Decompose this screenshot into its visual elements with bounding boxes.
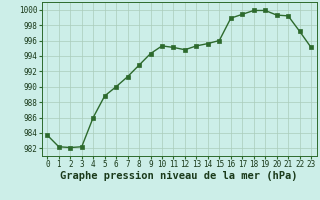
X-axis label: Graphe pression niveau de la mer (hPa): Graphe pression niveau de la mer (hPa): [60, 171, 298, 181]
